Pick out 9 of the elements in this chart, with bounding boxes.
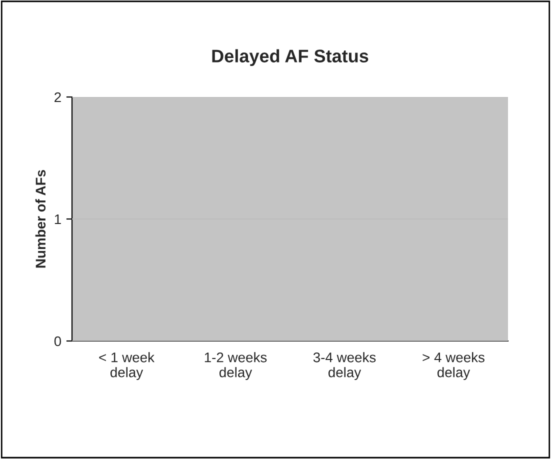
- y-tick-label: 0: [54, 336, 62, 346]
- y-axis-title: Number of AFs: [35, 170, 46, 268]
- x-tick-label: 3-4 weeks delay: [313, 352, 376, 380]
- y-tick-label: 1: [54, 214, 61, 224]
- x-tick-label: 1-2 weeks delay: [204, 352, 267, 380]
- x-tick-label: < 1 week delay: [99, 352, 155, 380]
- x-tick-label: > 4 weeks delay: [422, 352, 484, 380]
- chart-title: Delayed AF Status: [212, 49, 368, 66]
- y-tick-label: 2: [54, 92, 61, 102]
